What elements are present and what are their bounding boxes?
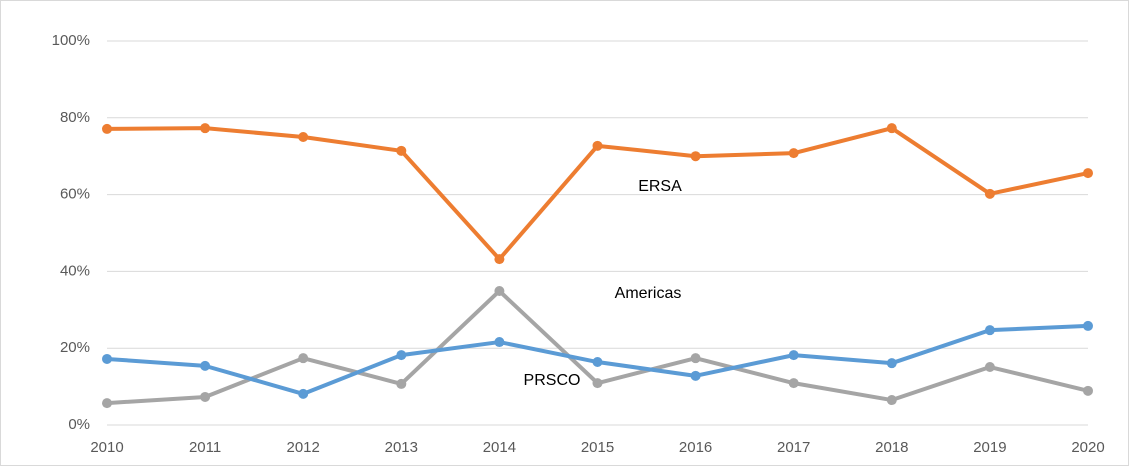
data-point: [984, 325, 995, 336]
data-point: [690, 353, 701, 364]
data-point: [592, 357, 603, 368]
x-tick-label: 2016: [679, 439, 712, 456]
data-point: [396, 350, 407, 361]
data-point: [592, 378, 603, 389]
data-point: [984, 188, 995, 199]
data-point: [788, 148, 799, 159]
x-tick-label: 2013: [385, 439, 418, 456]
series-label: Americas: [615, 285, 682, 302]
data-point: [690, 151, 701, 162]
data-point: [788, 350, 799, 361]
data-point: [298, 388, 309, 399]
data-point: [886, 395, 897, 406]
x-tick-label: 2011: [189, 439, 221, 456]
series-label: PRSCO: [524, 372, 581, 389]
data-point: [298, 132, 309, 142]
data-point: [200, 123, 211, 134]
x-tick-label: 2012: [287, 439, 320, 456]
y-tick-label: 40%: [60, 262, 90, 279]
x-tick-label: 2015: [581, 439, 614, 456]
y-tick-label: 20%: [60, 339, 90, 356]
data-point: [886, 358, 897, 369]
data-point: [102, 353, 112, 364]
x-tick-label: 2019: [973, 439, 1006, 456]
data-point: [592, 140, 603, 151]
data-point: [102, 123, 112, 134]
x-tick-label: 2018: [875, 439, 908, 456]
data-point: [200, 391, 211, 402]
y-tick-label: 80%: [60, 109, 90, 126]
data-point: [788, 378, 799, 389]
y-tick-label: 100%: [52, 32, 90, 49]
data-point: [1083, 320, 1093, 331]
y-tick-label: 0%: [68, 416, 90, 433]
data-point: [200, 360, 211, 371]
data-point: [396, 145, 407, 156]
series-label: ERSA: [638, 178, 682, 195]
data-point: [1083, 385, 1093, 396]
data-point: [298, 353, 309, 364]
x-tick-label: 2014: [483, 439, 516, 456]
data-point: [1083, 168, 1093, 179]
data-point: [396, 378, 407, 389]
data-point: [886, 123, 897, 134]
data-point: [690, 370, 701, 381]
data-point: [984, 362, 995, 373]
x-tick-label: 2010: [90, 439, 123, 456]
data-point: [494, 285, 505, 296]
data-point: [494, 337, 505, 348]
x-tick-label: 2017: [777, 439, 810, 456]
y-tick-label: 60%: [60, 186, 90, 203]
data-point: [102, 398, 112, 409]
data-point: [494, 254, 505, 265]
x-tick-label: 2020: [1071, 439, 1104, 456]
